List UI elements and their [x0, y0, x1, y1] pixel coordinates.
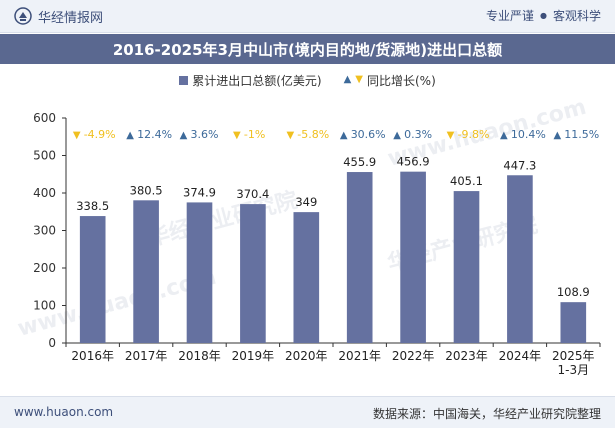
bar-value-label: 108.9 [557, 285, 590, 299]
brand-name: 华经情报网 [38, 10, 104, 26]
growth-down-triangle-icon: ▼ [233, 130, 241, 141]
y-tick-label: 400 [33, 186, 56, 200]
bar [240, 204, 266, 343]
x-tick-label: 2021年 [338, 349, 381, 363]
growth-up-triangle-icon: ▲ [393, 130, 401, 141]
bar [186, 202, 213, 343]
legend-item-growth[interactable]: ▲ ▼ 同比增长(%) [344, 72, 436, 89]
bar-value-label: 374.9 [183, 185, 216, 199]
y-tick-label: 200 [33, 261, 56, 275]
chart-title: 2016-2025年3月中山市(境内目的地/货源地)进出口总额 [0, 34, 615, 64]
growth-value-label: 3.6% [191, 128, 219, 141]
footer-source: 数据来源：中国海关，华经产业研究院整理 [372, 407, 601, 421]
growth-value-label: -9.8% [458, 128, 490, 141]
bar-value-label: 349 [295, 195, 317, 209]
growth-value-label: 12.4% [137, 128, 172, 141]
bar-value-label: 380.5 [130, 183, 163, 197]
growth-value-label: -5.8% [297, 128, 329, 141]
growth-value-label: -4.9% [84, 128, 116, 141]
legend-label-total: 累计进出口总额(亿美元) [192, 73, 322, 88]
growth-value-label: 0.3% [404, 128, 432, 141]
legend-up-triangle-icon: ▲ [343, 74, 352, 85]
y-tick-label: 0 [48, 336, 56, 350]
growth-down-triangle-icon: ▼ [73, 130, 81, 141]
x-tick-label: 2025年 [552, 349, 595, 363]
top-bar: 华经情报网 专业严谨 ● 客观科学 [0, 0, 615, 33]
footer-site[interactable]: www.huaon.com [14, 405, 114, 419]
growth-value-label: -1% [244, 128, 265, 141]
bar-value-label: 455.9 [343, 155, 376, 169]
growth-up-triangle-icon: ▲ [126, 130, 134, 141]
x-tick-label: 2024年 [499, 349, 542, 363]
growth-up-triangle-icon: ▲ [180, 130, 188, 141]
x-tick-label: 2020年 [285, 349, 328, 363]
y-tick-label: 600 [33, 111, 56, 125]
bar-value-label: 338.5 [76, 199, 109, 213]
legend: 累计进出口总额(亿美元) ▲ ▼ 同比增长(%) [0, 70, 615, 90]
x-tick-label: 1-3月 [557, 363, 589, 377]
tagline-right: 客观科学 [552, 9, 601, 23]
legend-down-triangle-icon: ▼ [355, 74, 363, 85]
legend-item-total[interactable]: 累计进出口总额(亿美元) [179, 72, 322, 89]
bar [400, 171, 426, 343]
legend-bar-swatch [179, 75, 189, 85]
bar [346, 172, 373, 343]
bar-value-label: 456.9 [397, 155, 430, 169]
bar-value-label: 370.4 [236, 187, 269, 201]
growth-down-triangle-icon: ▼ [286, 130, 294, 141]
bar [133, 200, 159, 343]
bar [79, 216, 106, 343]
bar [560, 302, 587, 343]
y-tick-label: 500 [33, 149, 56, 163]
y-tick-label: 100 [33, 299, 56, 313]
footer: www.huaon.com 数据来源：中国海关，华经产业研究院整理 [0, 396, 615, 428]
y-tick-label: 300 [33, 224, 56, 238]
bar [453, 191, 480, 343]
bar-chart: 华经产业研究院www.huaon.com华经产业研究院www.huaon.com… [15, 96, 601, 377]
growth-value-label: 10.4% [511, 128, 546, 141]
brand[interactable]: 华经情报网 [14, 7, 104, 26]
growth-up-triangle-icon: ▲ [340, 130, 348, 141]
x-tick-label: 2018年 [178, 349, 221, 363]
x-tick-label: 2017年 [125, 349, 168, 363]
bar [293, 212, 320, 343]
x-tick-label: 2019年 [232, 349, 275, 363]
bar [507, 175, 533, 343]
growth-value-label: 30.6% [351, 128, 386, 141]
legend-label-growth: 同比增长(%) [367, 73, 436, 88]
x-tick-label: 2023年 [445, 349, 488, 363]
x-tick-label: 2022年 [392, 349, 435, 363]
tagline-left: 专业严谨 [485, 9, 534, 23]
bar-value-label: 447.3 [503, 158, 536, 172]
growth-down-triangle-icon: ▼ [447, 130, 455, 141]
tagline: 专业严谨 ● 客观科学 [486, 7, 601, 24]
tagline-separator: ● [540, 11, 547, 20]
bar-value-label: 405.1 [450, 174, 483, 188]
growth-value-label: 11.5% [564, 128, 599, 141]
watermark-text: 华经产业研究院 [145, 187, 300, 252]
brand-logo-icon [14, 7, 32, 25]
growth-up-triangle-icon: ▲ [553, 130, 561, 141]
x-tick-label: 2016年 [71, 349, 114, 363]
growth-up-triangle-icon: ▲ [500, 130, 508, 141]
